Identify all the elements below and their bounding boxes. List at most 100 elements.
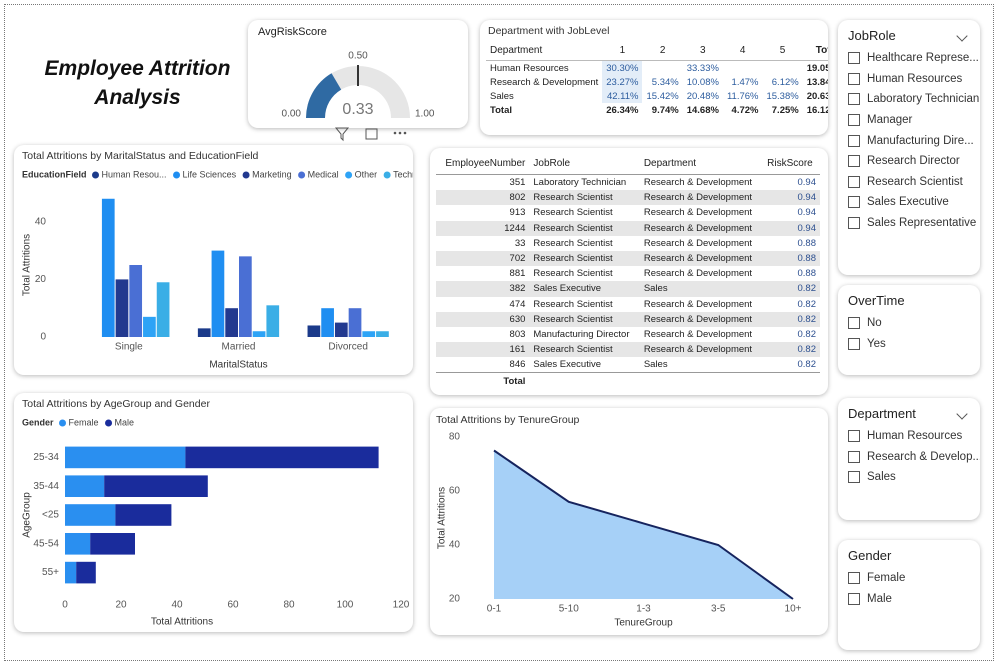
x-tick-label: 10+	[785, 604, 802, 615]
table-cell: Research & Development	[643, 344, 753, 356]
checkbox[interactable]	[848, 52, 860, 65]
x-tick-label: 0	[62, 600, 68, 611]
slicer-item[interactable]: Yes	[848, 334, 970, 355]
table-total-row: Total	[436, 372, 820, 389]
x-tick-label: 120	[393, 600, 410, 611]
bar-segment	[65, 533, 91, 555]
table-row: 913 Research Scientist Research & Developm…	[436, 205, 820, 221]
matrix-cell: 9.74%	[651, 104, 679, 116]
slicer-item[interactable]: Healthcare Represe...	[848, 48, 979, 69]
slicer-item[interactable]: Research Director	[848, 151, 970, 172]
table-cell: Research & Development	[643, 222, 753, 234]
matrix-cell	[722, 60, 763, 75]
checkbox[interactable]	[848, 72, 860, 85]
checkbox[interactable]	[848, 450, 860, 463]
gauge: AvgRiskScore 0.50 0.00 1.00 0.33	[258, 26, 435, 120]
legend-label: Marketing	[252, 169, 292, 179]
slicer-item[interactable]: Sales Executive	[848, 192, 970, 213]
checkbox[interactable]	[848, 196, 860, 209]
bar-segment	[115, 504, 172, 526]
line	[493, 449, 794, 600]
slicer-item-label: Laboratory Technician	[867, 93, 980, 106]
matrix-cell: 7.25%	[771, 104, 799, 116]
table-cell: 161	[509, 344, 526, 356]
matrix-cell: 14.68%	[686, 104, 719, 116]
matrix-column-header: 3	[700, 44, 706, 56]
bar	[156, 282, 170, 337]
matrix-cell: Human Resources	[490, 62, 569, 74]
slicer-item[interactable]: Manufacturing Dire...	[848, 130, 974, 151]
slicer-item-label: Human Resources	[867, 72, 963, 85]
legend-marker	[383, 171, 391, 179]
slicer-item[interactable]: Research Scientist	[848, 172, 970, 193]
slicer-item-label: Female	[867, 572, 906, 585]
legend-label: Other	[355, 169, 378, 179]
slicer-item-label: Research Director	[867, 155, 960, 168]
matrix-column-header: Department	[490, 44, 543, 56]
x-tick-label: 3-5	[711, 604, 726, 615]
chart: Total Attritions by TenureGroup 20 40 60 80 0…	[436, 414, 802, 629]
checkbox[interactable]	[848, 155, 860, 168]
slicer-item[interactable]: Research & Develop...	[848, 447, 980, 468]
legend-marker	[92, 171, 100, 179]
table-cell: 474	[509, 298, 526, 310]
bar	[143, 316, 156, 337]
bar	[211, 250, 225, 337]
bar-segment	[65, 475, 105, 497]
chart-title: Total Attritions by MaritalStatus and Ed…	[22, 150, 259, 162]
table-row: 382 Sales Executive Sales 0.82	[436, 281, 820, 297]
matrix-cell: 10.08%	[682, 75, 723, 89]
table-cell: 33	[514, 237, 526, 249]
checkbox[interactable]	[848, 175, 860, 188]
x-tick-label: Single	[115, 342, 143, 353]
matrix-cell: 16.12%	[806, 104, 828, 116]
focus-icon[interactable]	[365, 128, 378, 140]
matrix: Department 1 2 3 4 5 Total Human Resources 30.30…	[486, 40, 828, 117]
table-row: 351 Laboratory Technician Research & Devel…	[436, 174, 820, 191]
table-total: Total	[503, 375, 526, 387]
table-cell: 0.94	[797, 207, 817, 219]
x-tick-label: 100	[337, 600, 354, 611]
matrix-cell: 26.34%	[606, 104, 639, 116]
matrix-row: Human Resources 30.30% 33.33% 19.05%	[486, 60, 828, 75]
bar-segment	[104, 475, 208, 497]
checkbox[interactable]	[848, 430, 860, 443]
legend-marker	[173, 171, 181, 179]
checkbox[interactable]	[848, 217, 860, 230]
matrix-cell: 42.11%	[602, 89, 643, 103]
checkbox[interactable]	[848, 93, 860, 106]
slicer-title: Department	[848, 406, 916, 421]
table-cell: 0.82	[797, 283, 817, 295]
slicer-item[interactable]: Female	[848, 568, 970, 589]
y-tick-label: 40	[35, 216, 47, 227]
slicer-item[interactable]: Sales Representative	[848, 213, 976, 234]
checkbox[interactable]	[848, 471, 860, 484]
checkbox[interactable]	[848, 114, 860, 127]
slicer-item-label: Research & Develop...	[867, 450, 980, 463]
checkbox[interactable]	[848, 337, 860, 350]
slicer-item[interactable]: Laboratory Technician	[848, 89, 979, 110]
slicer-item[interactable]: Manager	[848, 110, 970, 131]
checkbox[interactable]	[848, 317, 860, 330]
legend-marker	[105, 419, 113, 427]
checkbox[interactable]	[848, 592, 860, 605]
table-cell: 913	[509, 207, 526, 219]
matrix-cell: 30.30%	[602, 60, 643, 75]
legend-marker	[345, 171, 353, 179]
slicer-item[interactable]: Male	[848, 589, 970, 610]
gauge-min-label: 0.00	[282, 109, 302, 120]
filter-icon[interactable]	[334, 127, 350, 142]
slicer-item[interactable]: Human Resources	[848, 426, 970, 447]
y-tick-label: 0	[40, 332, 46, 343]
table-cell: Research Scientist	[533, 222, 613, 234]
slicer-item[interactable]: Sales	[848, 467, 970, 488]
slicer-item[interactable]: Human Resources	[848, 69, 970, 90]
checkbox[interactable]	[848, 134, 860, 147]
y-tick-label: 60	[449, 486, 461, 497]
slicer: Gender Female Male	[838, 540, 980, 650]
slicer-item[interactable]: No	[848, 313, 970, 334]
more-icon[interactable]	[393, 131, 407, 135]
table-cell: 0.82	[797, 359, 817, 371]
table-cell: Research & Development	[643, 177, 753, 189]
checkbox[interactable]	[848, 572, 860, 585]
